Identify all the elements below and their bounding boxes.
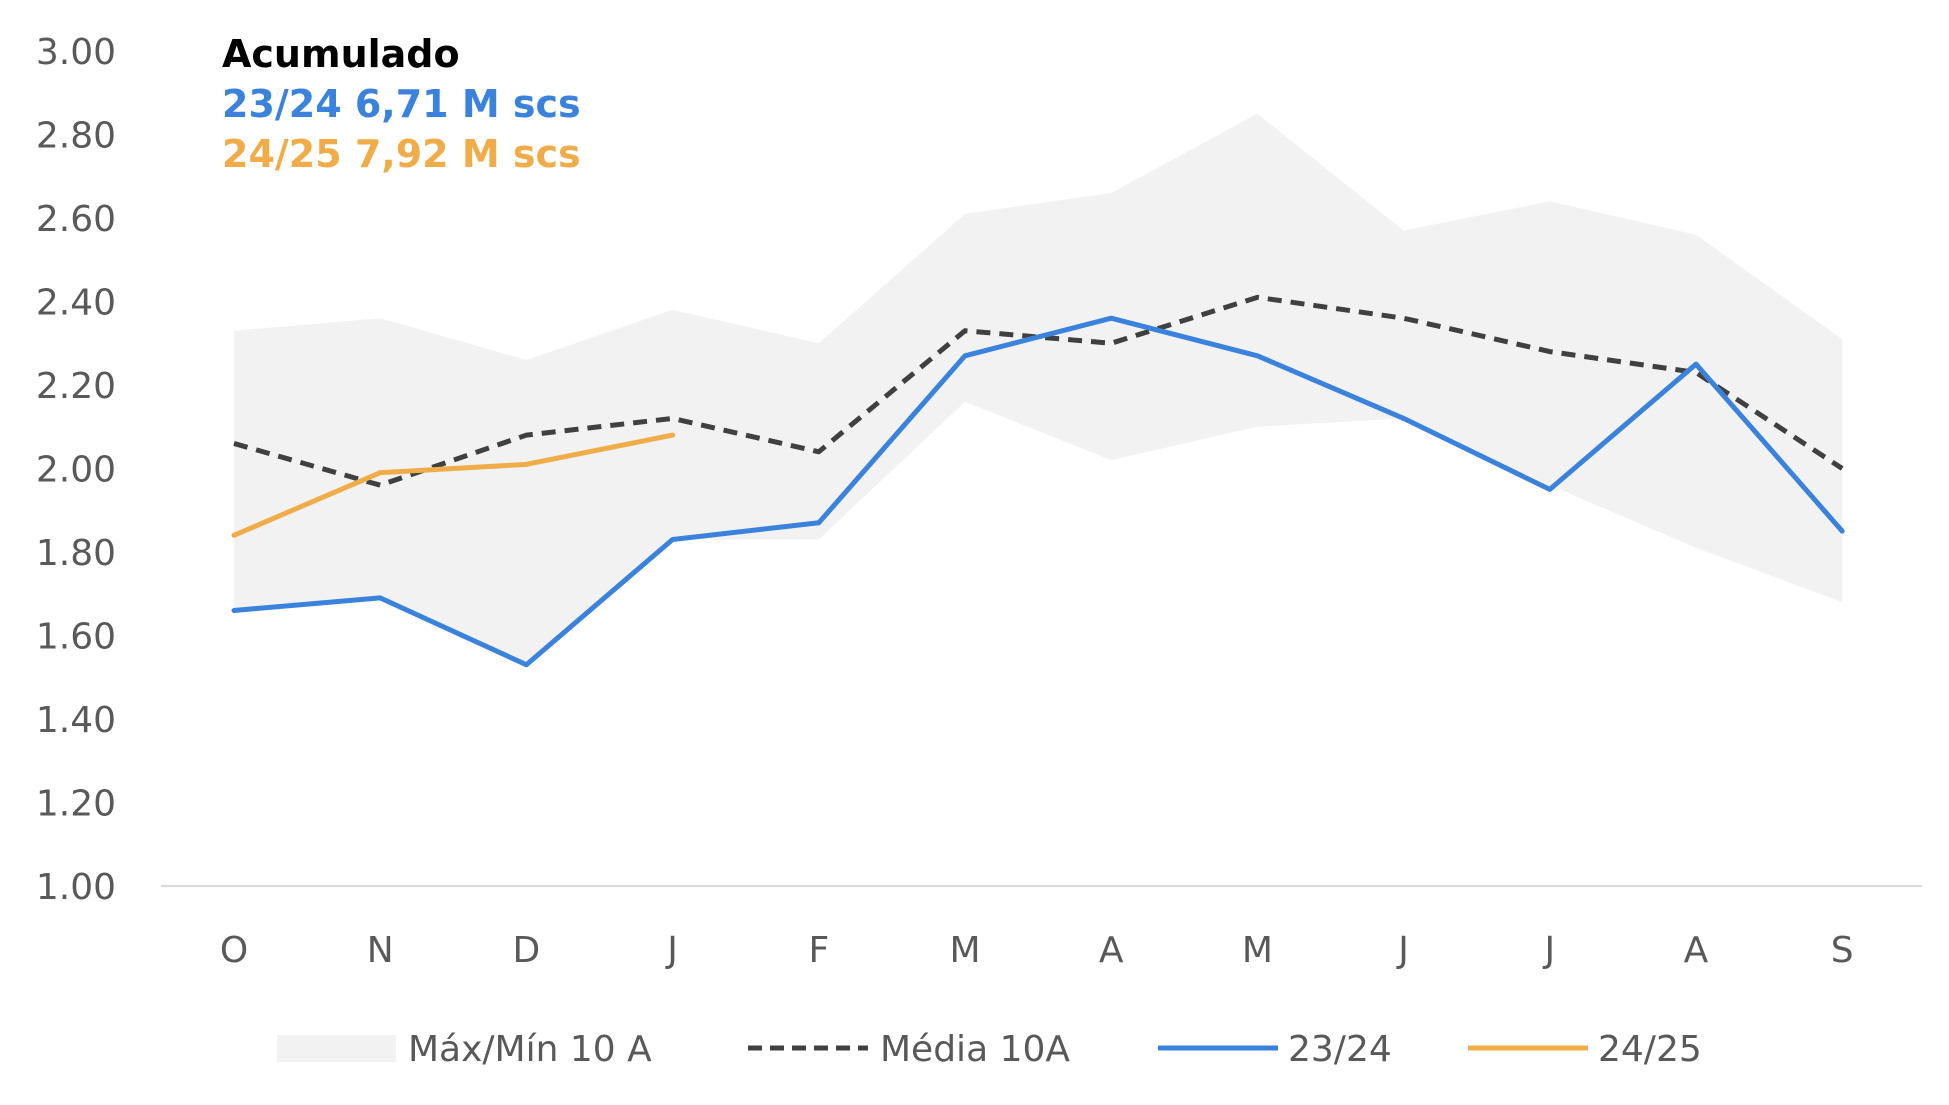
x-tick-label: A <box>1099 930 1124 971</box>
legend-swatch-band <box>277 1035 396 1062</box>
x-tick-label: J <box>665 930 678 971</box>
series-line-0 <box>233 294 1844 488</box>
x-tick-label: J <box>1396 930 1409 971</box>
legend-label-2324: 23/24 <box>1288 1029 1392 1070</box>
x-tick-label: S <box>1831 930 1854 971</box>
legend: Máx/Mín 10 A Média 10A 23/24 24/25 <box>277 1029 1702 1070</box>
legend-label-2425: 24/25 <box>1598 1029 1702 1070</box>
y-tick-label: 2.60 <box>36 199 116 240</box>
y-tick-label: 2.40 <box>36 283 116 324</box>
legend-label-band: Máx/Mín 10 A <box>408 1029 652 1070</box>
y-tick-label: 1.60 <box>36 617 116 658</box>
y-tick-label: 1.20 <box>36 784 116 825</box>
x-tick-label: A <box>1684 930 1709 971</box>
band-area <box>234 113 1843 665</box>
y-tick-label: 1.40 <box>36 700 116 741</box>
x-tick-label: F <box>808 930 829 971</box>
x-tick-label: O <box>220 930 248 971</box>
annotation-2324: 23/24 6,71 M scs <box>222 82 581 126</box>
x-tick-label: M <box>949 930 980 971</box>
band-layer <box>234 113 1843 665</box>
series-line-1 <box>231 315 1845 668</box>
series-line-2 <box>231 432 676 538</box>
y-tick-label: 2.20 <box>36 366 116 407</box>
x-tick-label: D <box>513 930 541 971</box>
y-tick-label: 2.00 <box>36 450 116 491</box>
y-tick-label: 1.80 <box>36 533 116 574</box>
y-axis-ticks: 1.00 1.20 1.40 1.60 1.80 2.00 2.20 2.40 2.60 2.80… <box>36 32 116 908</box>
legend-label-media: Média 10A <box>880 1029 1070 1070</box>
x-tick-label: N <box>367 930 394 971</box>
annotation-title: Acumulado <box>222 32 460 76</box>
series-layer <box>231 294 1845 668</box>
x-tick-label: M <box>1242 930 1273 971</box>
y-tick-label: 2.80 <box>36 116 116 157</box>
annotation-2425: 24/25 7,92 M scs <box>222 132 581 176</box>
annotation-block: Acumulado 23/24 6,71 M scs 24/25 7,92 M … <box>222 32 581 176</box>
x-tick-label: J <box>1542 930 1555 971</box>
y-tick-label: 3.00 <box>36 32 116 73</box>
y-tick-label: 1.00 <box>36 867 116 908</box>
